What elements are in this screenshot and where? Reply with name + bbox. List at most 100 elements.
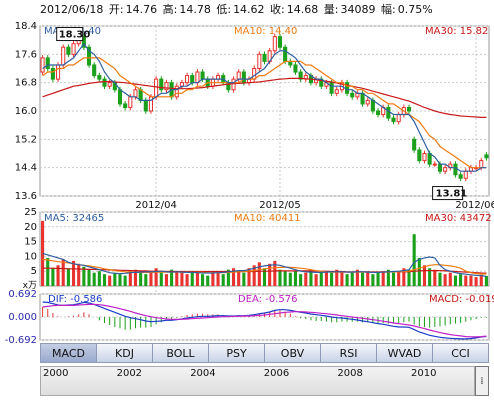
volume-bar-up (381, 271, 385, 286)
tab-psy[interactable]: PSY (209, 343, 265, 363)
candle-up (257, 53, 262, 69)
volume-bar-up (355, 269, 359, 286)
macd-tick-label: 0.692 (8, 289, 37, 300)
candle-down (138, 89, 143, 101)
tab-boll[interactable]: BOLL (153, 343, 209, 363)
candle-up (154, 78, 159, 98)
timeline-navigator[interactable]: 2000 2002 2004 2006 2008 2010 (40, 366, 475, 396)
tab-cci[interactable]: CCI (433, 343, 489, 363)
volume-bar-up (77, 263, 81, 286)
volume-bar-up (474, 277, 478, 286)
volume-bar-down (293, 271, 298, 286)
volume-value: 34089 (340, 3, 376, 16)
macd-tick-label: -0.692 (5, 335, 37, 343)
volume-bar-up (448, 272, 452, 286)
volume-bar-down (201, 274, 205, 286)
candle-down (350, 92, 355, 98)
volume-bar-down (361, 272, 365, 286)
volume-bar-up (397, 271, 401, 286)
candle-down (370, 99, 375, 112)
volume-bar-up (324, 271, 328, 286)
timeline-slider-handle[interactable]: ⁞ (475, 366, 489, 396)
volume-ma10-line (42, 258, 487, 275)
volume-bar-down (453, 275, 458, 286)
candle-down (375, 110, 381, 116)
volume-bar-down (288, 272, 292, 286)
low-label: 低: (216, 3, 232, 16)
volume-ma5-line (42, 252, 487, 277)
volume-bar-down (190, 271, 194, 286)
volume-bar-down (92, 272, 96, 286)
tab-rsi[interactable]: RSI (321, 343, 377, 363)
candle-up (56, 64, 61, 80)
volume-bar-up (464, 275, 468, 286)
indicator-tabs: MACD KDJ BOLL PSY OBV RSI WVAD CCI (40, 343, 489, 363)
candle-down (92, 64, 97, 77)
volume-bar-down (459, 274, 463, 286)
candle-up (236, 71, 241, 80)
candle-up (252, 68, 257, 80)
volume-bar-up (211, 271, 215, 286)
tab-obv[interactable]: OBV (265, 343, 321, 363)
candle-down (406, 106, 412, 112)
volume-bar-down (82, 266, 86, 286)
dif-line (42, 301, 487, 340)
volume-bar-down (428, 268, 432, 286)
candle-down (190, 75, 195, 84)
candle-down (283, 46, 288, 62)
close-label: 收: (270, 3, 285, 16)
change-label: 幅: (381, 3, 396, 16)
max-annotation-box (56, 27, 84, 42)
tab-macd[interactable]: MACD (40, 343, 97, 363)
candle-down (262, 53, 267, 62)
volume-legend-ma10: MA10: 40411 (234, 213, 301, 224)
price-tick-label: 18.4 (15, 21, 37, 32)
candle-down (117, 89, 123, 105)
volume-bar-up (340, 271, 344, 286)
volume-bar-down (412, 234, 416, 286)
volume-bar-down (407, 269, 411, 286)
volume-bar-down (262, 268, 267, 286)
candle-down (143, 99, 148, 112)
volume-bar-down (66, 268, 70, 286)
volume-bar-down (283, 271, 287, 286)
volume-ma30-line (42, 267, 487, 274)
candle-down (102, 78, 107, 87)
candle-down (86, 46, 92, 66)
volume-bar-down (123, 275, 127, 286)
volume-bar-down (46, 257, 50, 286)
timeline-year-label: 2004 (190, 368, 216, 379)
volume-bar-down (309, 269, 313, 286)
candle-down (458, 174, 463, 179)
ma30-line (42, 77, 487, 118)
volume-bar-down (330, 272, 334, 286)
dea-line (42, 303, 487, 338)
volume-label: 量: (323, 3, 339, 16)
candle-down (417, 149, 422, 162)
price-tick-label: 14.4 (15, 163, 37, 174)
volume-bar-down (144, 274, 148, 286)
candle-down (298, 71, 303, 80)
candle-down (277, 36, 283, 48)
tab-wvad[interactable]: WVAD (377, 343, 433, 363)
volume-bar-up (479, 274, 483, 286)
volume-bar-up (180, 272, 184, 286)
tab-kdj[interactable]: KDJ (97, 343, 153, 363)
macd-legend-dea: DEA: -0.576 (238, 294, 297, 305)
volume-bar-up (71, 260, 76, 286)
date-tick-label: 2012/06 (455, 200, 494, 211)
volume-bar-down (299, 274, 303, 286)
volume-bar-down (345, 274, 349, 286)
volume-tick-label: 25 (24, 207, 37, 218)
high-label: 高: (162, 3, 178, 16)
volume-bar-up (195, 272, 199, 286)
candle-down (66, 46, 71, 55)
candle-down (412, 138, 417, 151)
candle-down (329, 82, 334, 94)
date-tick-label: 2012/05 (259, 200, 301, 211)
volume-bar-down (391, 272, 396, 286)
candle-up (133, 89, 138, 98)
macd-legend-macd: MACD: -0.019 (429, 294, 494, 305)
volume-tick-label: 20 (24, 222, 37, 233)
volume-tick-label: 10 (24, 251, 37, 262)
